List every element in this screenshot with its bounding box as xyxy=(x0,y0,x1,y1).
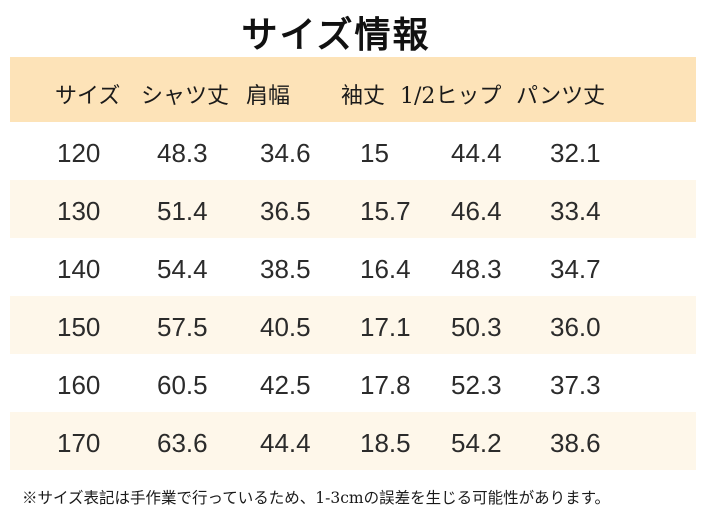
table-cell: 38.5 xyxy=(260,254,311,284)
table-cell: 16.4 xyxy=(360,254,411,284)
table-cell: 36.5 xyxy=(260,196,311,226)
table-cell: 60.5 xyxy=(157,370,208,400)
table-cell: 34.7 xyxy=(550,254,601,284)
table-cell: 18.5 xyxy=(360,428,411,458)
size-table: サイズ シャツ丈 肩幅 袖丈 1/2ヒップ パンツ丈 120 48.3 34.6… xyxy=(10,57,696,470)
table-cell: 32.1 xyxy=(550,138,601,168)
table-cell: 44.4 xyxy=(260,428,311,458)
table-cell: 48.3 xyxy=(451,254,502,284)
table-cell: 15.7 xyxy=(360,196,411,226)
table-cell: 17.1 xyxy=(360,312,411,342)
table-cell: 37.3 xyxy=(550,370,601,400)
table-cell: 33.4 xyxy=(550,196,601,226)
header-cell-half-hip: 1/2ヒップ xyxy=(400,84,502,109)
table-row: 140 54.4 38.5 16.4 48.3 34.7 xyxy=(10,238,696,296)
table-cell: 54.2 xyxy=(451,428,502,458)
header-cell-size: サイズ xyxy=(55,84,121,109)
header-cell-sleeve-length: 袖丈 xyxy=(341,84,386,109)
table-row: 160 60.5 42.5 17.8 52.3 37.3 xyxy=(10,354,696,412)
header-cell-pants-length: パンツ丈 xyxy=(516,84,606,109)
table-cell: 42.5 xyxy=(260,370,311,400)
table-row: 170 63.6 44.4 18.5 54.2 38.6 xyxy=(10,412,696,470)
table-cell: 17.8 xyxy=(360,370,411,400)
table-cell: 130 xyxy=(57,196,101,226)
measurement-note: ※サイズ表記は手作業で行っているため、1-3cmの誤差を生じる可能性があります。 xyxy=(22,489,611,507)
table-cell: 40.5 xyxy=(260,312,311,342)
table-cell: 44.4 xyxy=(451,138,502,168)
table-cell: 34.6 xyxy=(260,138,311,168)
table-cell: 120 xyxy=(57,138,101,168)
table-cell: 46.4 xyxy=(451,196,502,226)
table-cell: 36.0 xyxy=(550,312,601,342)
table-cell: 63.6 xyxy=(157,428,208,458)
table-row: 130 51.4 36.5 15.7 46.4 33.4 xyxy=(10,180,696,238)
table-cell: 140 xyxy=(57,254,101,284)
table-cell: 150 xyxy=(57,312,101,342)
header-cell-shoulder-width: 肩幅 xyxy=(246,84,291,109)
table-row: 150 57.5 40.5 17.1 50.3 36.0 xyxy=(10,296,696,354)
table-cell: 50.3 xyxy=(451,312,502,342)
table-cell: 52.3 xyxy=(451,370,502,400)
table-cell: 57.5 xyxy=(157,312,208,342)
table-cell: 170 xyxy=(57,428,101,458)
page-title: サイズ情報 xyxy=(241,14,431,56)
table-cell: 38.6 xyxy=(550,428,601,458)
table-cell: 54.4 xyxy=(157,254,208,284)
header-cell-shirt-length: シャツ丈 xyxy=(141,84,230,109)
table-row: 120 48.3 34.6 15 44.4 32.1 xyxy=(10,122,696,180)
table-cell: 15 xyxy=(360,138,389,168)
table-cell: 160 xyxy=(57,370,101,400)
table-cell: 48.3 xyxy=(157,138,208,168)
table-header-row: サイズ シャツ丈 肩幅 袖丈 1/2ヒップ パンツ丈 xyxy=(10,57,696,122)
table-cell: 51.4 xyxy=(157,196,208,226)
